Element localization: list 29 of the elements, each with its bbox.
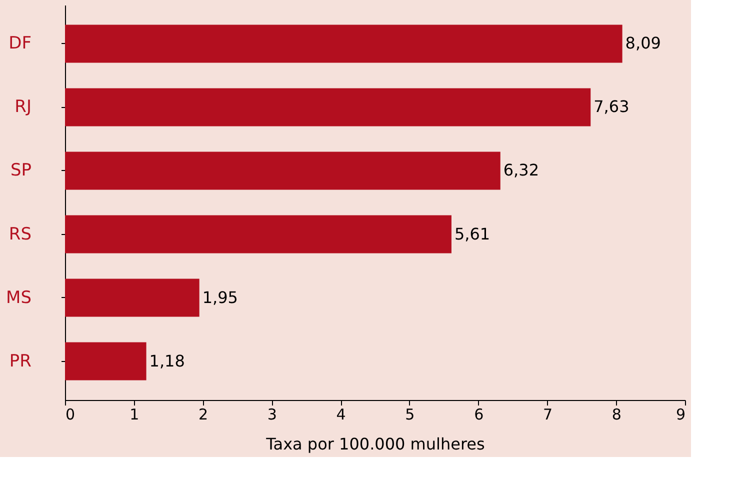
x-tick-label: 5: [405, 406, 415, 424]
data-label: 8,09: [625, 34, 661, 53]
x-axis-title: Taxa por 100.000 mulheres: [265, 434, 485, 454]
x-tick-label: 0: [66, 406, 76, 424]
data-label: 1,95: [202, 288, 238, 307]
x-tick-label: 3: [267, 406, 277, 424]
bar: [65, 215, 452, 254]
data-label: 7,63: [594, 97, 630, 116]
data-label: 1,18: [149, 351, 185, 370]
x-tick-label: 2: [198, 406, 208, 424]
bar: [65, 152, 500, 190]
bar: [65, 24, 622, 63]
x-tick-label: 1: [130, 406, 140, 424]
x-tick-label: 9: [676, 406, 686, 424]
x-tick-label: 8: [612, 406, 622, 424]
bar: [65, 88, 591, 126]
x-tick-label: 7: [542, 406, 552, 424]
y-tick-label: RJ: [14, 97, 32, 118]
bar: [65, 342, 146, 380]
bar: [65, 278, 200, 317]
x-tick-label: 6: [474, 406, 484, 424]
y-tick-label: SP: [10, 160, 32, 181]
y-tick-label: PR: [9, 351, 32, 372]
y-tick-label: RS: [8, 224, 32, 244]
x-tick-label: 4: [336, 406, 346, 424]
data-label: 6,32: [503, 160, 540, 180]
data-label: 5,61: [454, 224, 490, 244]
y-tick-label: MS: [6, 288, 32, 308]
y-tick-label: DF: [8, 34, 32, 54]
